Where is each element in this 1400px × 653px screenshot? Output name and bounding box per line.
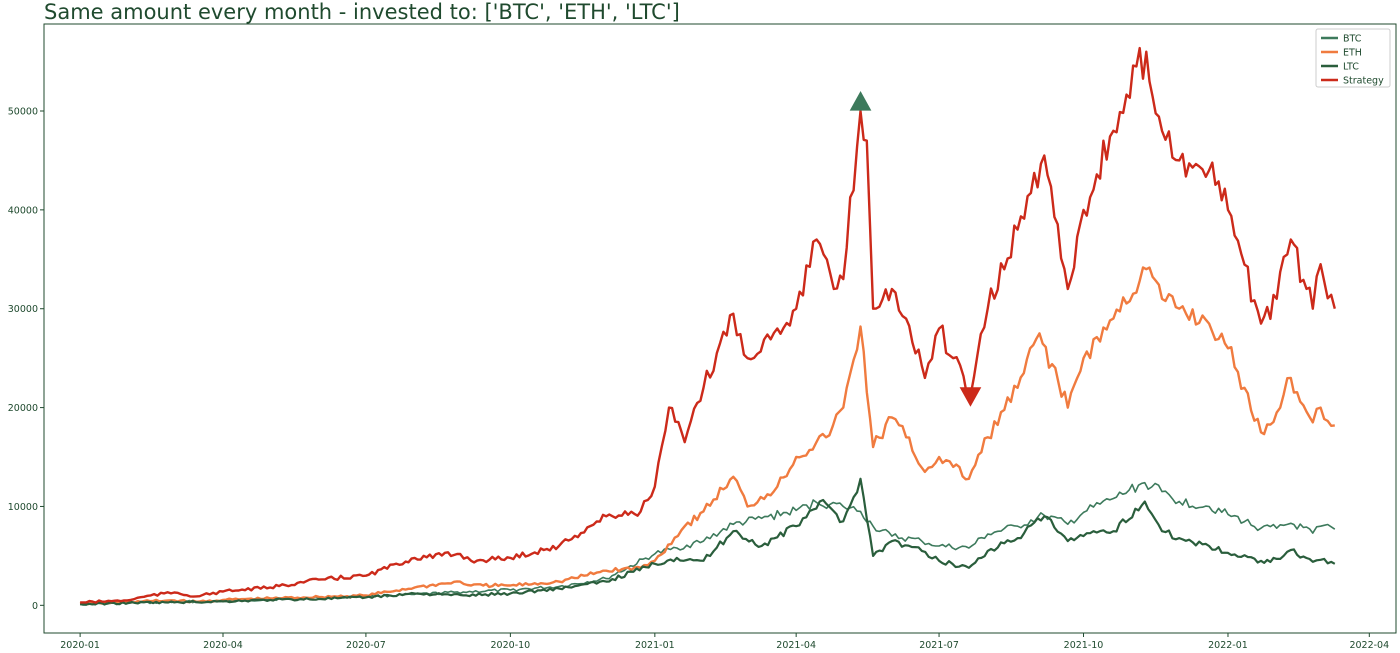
legend-label: BTC xyxy=(1343,34,1362,45)
legend-box xyxy=(1315,28,1391,88)
series-line-strategy xyxy=(80,46,1336,604)
y-tick-label: 20000 xyxy=(8,403,38,414)
x-tick-label: 2020-07 xyxy=(346,640,386,651)
sell-marker xyxy=(959,387,982,407)
plot-area xyxy=(43,23,1397,634)
x-tick-label: 2022-01 xyxy=(1208,640,1248,651)
x-tick-label: 2021-01 xyxy=(635,640,675,651)
legend-label: ETH xyxy=(1343,48,1362,59)
y-tick-label: 40000 xyxy=(8,205,38,216)
x-tick-label: 2021-04 xyxy=(776,640,816,651)
y-tick-label: 30000 xyxy=(8,304,38,315)
x-tick-label: 2022-04 xyxy=(1349,640,1389,651)
y-tick-label: 10000 xyxy=(8,502,38,513)
y-tick-label: 50000 xyxy=(8,107,38,118)
x-tick-label: 2020-10 xyxy=(491,640,531,651)
legend-label: LTC xyxy=(1343,62,1359,73)
series-line-eth xyxy=(79,266,1335,606)
x-tick-label: 2020-01 xyxy=(60,640,100,651)
x-tick-label: 2021-10 xyxy=(1064,640,1104,651)
buy-marker xyxy=(849,91,872,111)
series-line-ltc xyxy=(79,477,1336,606)
legend-label: Strategy xyxy=(1343,76,1384,87)
x-tick-label: 2020-04 xyxy=(203,640,243,651)
y-tick-label: 0 xyxy=(32,601,38,612)
x-tick-label: 2021-07 xyxy=(919,640,959,651)
chart-title: Same amount every month - invested to: [… xyxy=(44,0,680,24)
